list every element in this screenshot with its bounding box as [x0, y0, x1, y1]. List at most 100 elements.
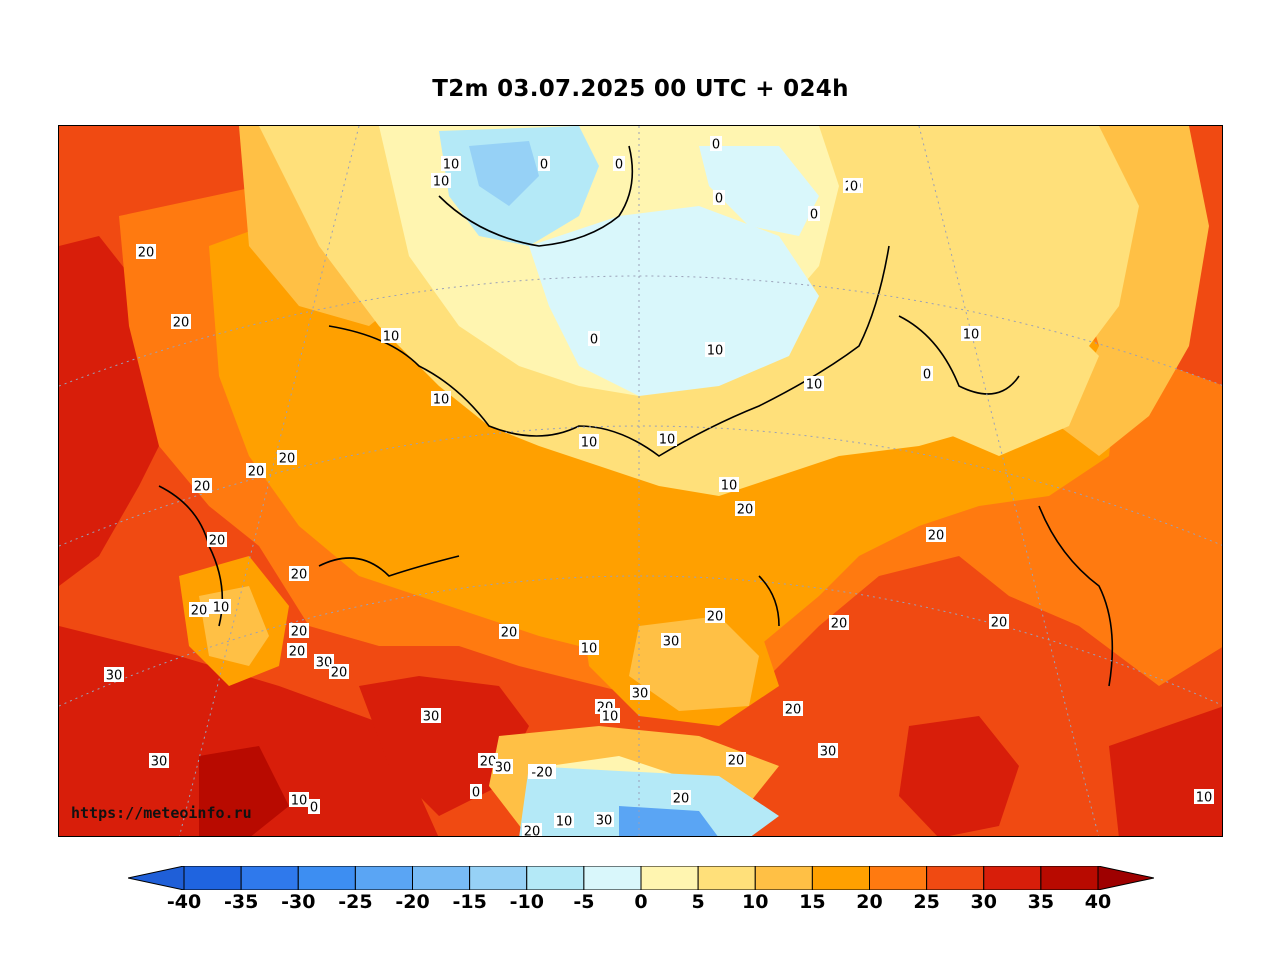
contour-label-text: 10 [707, 344, 724, 359]
contour-label-text: 20 [707, 610, 724, 625]
colorbar-tick-label: -40 [166, 891, 202, 913]
contour-label-text: 20 [173, 316, 190, 331]
contour-label-text: 20 [673, 792, 690, 807]
colorbar-tick-label: -25 [338, 891, 373, 913]
colorbar-cell [240, 866, 299, 890]
contour-label-4: 10 [431, 173, 451, 190]
contour-label-30: 20 [289, 623, 309, 640]
colorbar-cell [354, 866, 413, 890]
contour-label-2: 10 [441, 156, 461, 173]
contour-label-text: 20 [289, 645, 306, 660]
contour-label-51: 30 [493, 759, 513, 776]
contour-label-15: 10 [705, 342, 725, 359]
contour-label-50: 0 [308, 799, 320, 816]
contour-label-11: 10 [381, 328, 401, 345]
contour-label-27: 20 [289, 566, 309, 583]
colorbar-cell [640, 866, 699, 890]
contour-label-text: 20 [737, 503, 754, 518]
contour-label-37: 10 [600, 708, 620, 725]
contour-label-34: 30 [661, 633, 681, 650]
contour-label-20: 10 [719, 477, 739, 494]
colorbar-under-arrow [128, 866, 185, 890]
contour-label-text: 20 [291, 568, 308, 583]
contour-label-text: 0 [810, 208, 818, 223]
contour-label-text: 20 [831, 617, 848, 632]
contour-label-text: 30 [663, 635, 680, 650]
colorbar-cell [697, 866, 756, 890]
colorbar-cell [1040, 866, 1099, 890]
contour-label-31: 20 [499, 624, 519, 641]
contour-label-text: 30 [151, 755, 168, 770]
colorbar-tick-label: 5 [691, 891, 705, 913]
map-canvas: 2020100100000200101000101010101010202020… [59, 126, 1222, 838]
contour-label-42: 30 [104, 667, 124, 684]
colorbar-tick-label: -10 [509, 891, 544, 913]
contour-label-55: 10 [554, 813, 574, 830]
zone-greenland-core [469, 141, 539, 206]
colorbar [128, 866, 1154, 890]
contour-label-text: 10 [602, 710, 619, 725]
colorbar-cell [583, 866, 642, 890]
contour-label-text: 10 [433, 175, 450, 190]
contour-label-0: 20 [136, 244, 156, 261]
contour-label-text: 10 [291, 794, 308, 809]
contour-label-text: 30 [632, 687, 649, 702]
contour-label-48: 30 [149, 753, 169, 770]
contour-label-53: -20 [528, 764, 556, 781]
colorbar-tick-label: 30 [970, 891, 997, 913]
contour-label-text: 10 [433, 393, 450, 408]
contour-label-text: 20 [501, 626, 518, 641]
graticule [59, 126, 1222, 836]
colorbar-cells [128, 866, 1154, 890]
contour-label-49: 10 [289, 792, 309, 809]
zone-tibet-cold [519, 766, 779, 836]
contour-label-text: 10 [581, 642, 598, 657]
contour-label-1: 20 [171, 314, 191, 331]
contour-label-text: 10 [1196, 791, 1213, 806]
colorbar-tick-label: 15 [799, 891, 826, 913]
contour-label-text: 20 [291, 625, 308, 640]
temperature-map: 2020100100000200101000101010101010202020… [58, 125, 1223, 837]
contour-label-52: 0 [470, 784, 482, 801]
zone-30-35-central-asia [359, 676, 529, 816]
contour-label-13: 0 [921, 366, 933, 383]
colorbar-cell [297, 866, 356, 890]
contour-label-3: 0 [538, 156, 550, 173]
contour-label-text: 0 [850, 180, 858, 195]
contour-label-text: 0 [540, 158, 548, 173]
contour-label-6: 0 [710, 136, 722, 153]
contour-label-text: 0 [615, 158, 623, 173]
zone-tibet-coldest [619, 806, 718, 836]
contour-label-35: 30 [630, 685, 650, 702]
contour-label-46: 30 [421, 708, 441, 725]
contour-label-32: 10 [579, 640, 599, 657]
contour-label-60: 10 [1194, 789, 1214, 806]
colorbar-tick-label: -15 [452, 891, 487, 913]
zone-30-35-east [1109, 706, 1222, 836]
zone-30-35-china [899, 716, 1019, 836]
colorbar-cell [811, 866, 870, 890]
colorbar-cell [469, 866, 528, 890]
colorbar-cell [526, 866, 585, 890]
contour-label-text: 30 [596, 814, 613, 829]
contour-label-text: 20 [728, 754, 745, 769]
contour-label-17: 10 [431, 391, 451, 408]
contour-label-29: 10 [211, 599, 231, 616]
colorbar-cell [869, 866, 928, 890]
contour-label-40: 20 [926, 527, 946, 544]
contour-label-41: 20 [829, 615, 849, 632]
contour-label-28: 20 [189, 602, 209, 619]
contour-label-text: 20 [785, 703, 802, 718]
colorbar-cell [926, 866, 985, 890]
contour-label-45: 20 [329, 664, 349, 681]
contour-label-21: 20 [735, 501, 755, 518]
contour-label-text: 10 [806, 378, 823, 393]
zone-minus5-0-north [699, 146, 819, 236]
zone-minus5-0-arctic [529, 206, 819, 396]
contour-label-56: 20 [522, 823, 542, 838]
contour-label-33: 20 [705, 608, 725, 625]
contour-label-18: 10 [579, 434, 599, 451]
contour-label-text: 20 [524, 825, 541, 838]
contour-label-text: 10 [383, 330, 400, 345]
contour-label-text: 20 [331, 666, 348, 681]
